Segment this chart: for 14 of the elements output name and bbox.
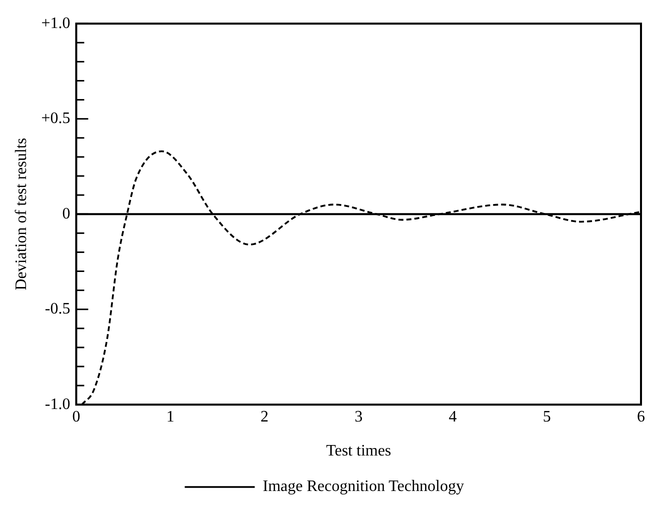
x-tick-label: 6 bbox=[637, 408, 645, 426]
y-tick-label: +1.0 bbox=[41, 14, 70, 32]
x-tick-label: 4 bbox=[448, 408, 457, 426]
y-tick-label: +0.5 bbox=[41, 110, 70, 128]
x-tick-label: 1 bbox=[166, 408, 174, 426]
y-tick-label: -1.0 bbox=[44, 396, 70, 413]
y-tick-label: 0 bbox=[62, 205, 70, 222]
x-axis-title: Test times bbox=[326, 442, 392, 460]
x-tick-label: 3 bbox=[354, 408, 363, 426]
x-tick-label: 2 bbox=[260, 408, 268, 426]
y-axis-title: Deviation of test results bbox=[12, 138, 30, 290]
legend-label: Image Recognition Technology bbox=[262, 478, 464, 496]
x-tick-label: 5 bbox=[542, 408, 551, 426]
y-tick-label: -0.5 bbox=[44, 300, 70, 318]
